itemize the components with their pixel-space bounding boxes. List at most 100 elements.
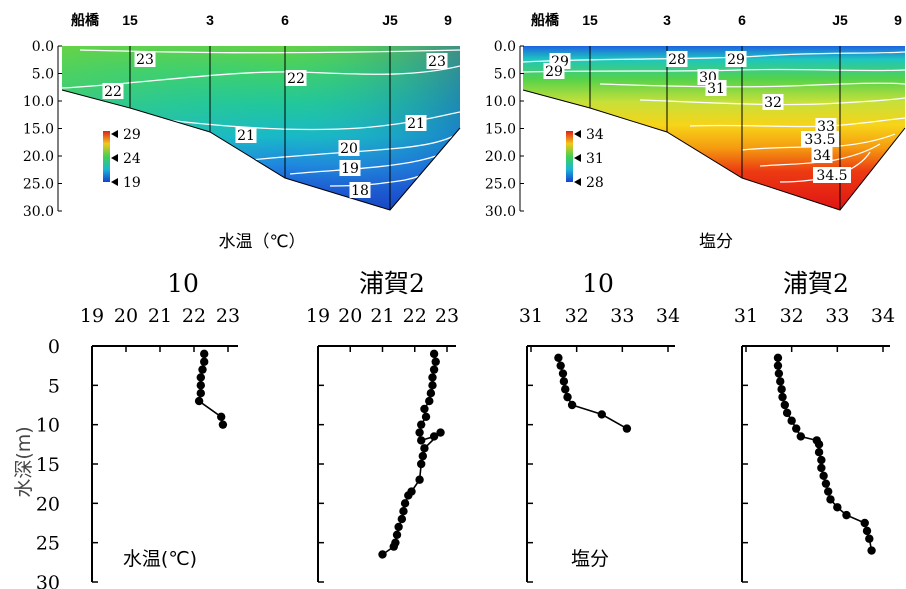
- data-point: [404, 491, 413, 500]
- contour-label: 21: [407, 116, 425, 132]
- contour-label: 33.5: [804, 132, 835, 148]
- y-tick-label: 30.0: [485, 204, 516, 220]
- data-point: [431, 357, 440, 366]
- contour-label-box: [349, 182, 371, 198]
- contour-line: [79, 49, 460, 54]
- contour-label: 29: [727, 52, 745, 68]
- profile-annotation: 水温(℃): [123, 548, 197, 570]
- y-tick-label: 20.0: [485, 149, 516, 165]
- x-tick-label: 23: [435, 305, 459, 327]
- contour-label-box: [285, 70, 307, 86]
- data-point: [399, 507, 408, 516]
- x-tick-label: 34: [656, 305, 680, 327]
- contour-label-box: [338, 140, 360, 156]
- x-tick-label: 32: [780, 305, 804, 327]
- y-tick-label: 10.0: [23, 94, 54, 110]
- data-point: [417, 420, 426, 429]
- data-point: [826, 495, 835, 504]
- y-tick-label: 15.0: [23, 122, 54, 138]
- contour-label-box: [813, 167, 851, 183]
- data-point: [217, 412, 226, 421]
- seabed-outline: [522, 89, 906, 211]
- profile-title: 10: [167, 269, 199, 298]
- data-point: [622, 424, 632, 433]
- contour-label: 20: [340, 141, 358, 157]
- data-point: [563, 392, 572, 402]
- data-point: [218, 420, 228, 429]
- data-point: [196, 373, 205, 382]
- y-tick-label: 25.0: [23, 177, 54, 193]
- data-point: [198, 365, 207, 374]
- contour-line: [523, 51, 905, 63]
- data-point: [436, 428, 445, 437]
- contour-label-box: [426, 53, 448, 69]
- data-point: [567, 400, 577, 410]
- y-tick-label: 30.0: [23, 204, 54, 220]
- profile-annotation: 塩分: [571, 548, 609, 570]
- contour-label-box: [815, 118, 837, 134]
- x-tick-label: 22: [182, 305, 206, 327]
- data-point: [392, 530, 402, 539]
- data-point: [774, 369, 784, 378]
- data-point: [842, 510, 851, 520]
- colorbar-marker: [574, 130, 581, 138]
- x-tick-label: 34: [871, 305, 895, 327]
- contour-label: 23: [136, 52, 154, 68]
- x-tick-label: 31: [734, 305, 758, 327]
- contour-label: 23: [428, 54, 446, 70]
- data-point: [817, 463, 826, 473]
- data-point: [824, 487, 833, 496]
- station-label: 船橋: [531, 12, 560, 28]
- contour-label-box: [339, 160, 361, 176]
- data-point: [394, 522, 403, 532]
- contour-label-box: [666, 51, 688, 67]
- contour-label-box: [705, 80, 727, 96]
- station-label: 6: [738, 12, 746, 28]
- salinity-section-label: 塩分: [699, 232, 733, 252]
- station-label: 9: [894, 12, 902, 28]
- contour-label: 31: [707, 81, 725, 97]
- contour-line: [249, 131, 460, 161]
- contour-label: 22: [104, 84, 122, 100]
- data-point: [378, 550, 387, 559]
- contour-label: 22: [287, 71, 305, 87]
- colorbar-label: 28: [586, 175, 604, 191]
- data-point: [200, 357, 209, 366]
- x-tick-label: 21: [370, 305, 394, 327]
- x-tick-label: 23: [216, 305, 240, 327]
- contour-line: [149, 111, 460, 131]
- data-point: [196, 389, 205, 398]
- data-point: [558, 369, 568, 378]
- data-point: [417, 436, 426, 445]
- station-label: 9: [444, 12, 452, 28]
- station-label: 船橋: [71, 12, 100, 28]
- station-label: J5: [832, 12, 848, 28]
- colorbar-label: 34: [586, 127, 604, 143]
- colorbar: [103, 131, 110, 182]
- data-point: [780, 400, 790, 410]
- x-tick-label: 22: [403, 305, 427, 327]
- data-point: [426, 389, 436, 398]
- x-tick-label: 32: [565, 305, 589, 327]
- station-label: 3: [206, 12, 214, 28]
- data-point: [778, 392, 787, 402]
- contour-label-box: [543, 63, 565, 79]
- data-point: [425, 396, 434, 406]
- y-tick-label: 0.0: [32, 39, 54, 55]
- colorbar-marker: [111, 178, 118, 186]
- y-axis-label: 水深(m): [13, 426, 35, 497]
- data-point: [389, 542, 398, 551]
- colorbar-marker: [111, 130, 118, 138]
- data-point: [796, 432, 805, 441]
- x-tick-label: 20: [114, 305, 138, 327]
- data-point: [792, 424, 801, 433]
- temperature-section-panel: 0.0 5.0 10.0 15.0 20.0 25.0 30.0 船橋 15 3 6 J5 9 29 2…: [23, 12, 461, 252]
- y-tick-label: 20: [36, 493, 60, 515]
- x-tick-label: 33: [610, 305, 634, 327]
- data-point: [420, 444, 429, 453]
- data-point: [420, 404, 429, 414]
- y-tick-label: 5.0: [494, 67, 516, 83]
- data-point: [559, 377, 569, 386]
- contour-label: 29: [545, 64, 563, 80]
- x-tick-label: 31: [519, 305, 543, 327]
